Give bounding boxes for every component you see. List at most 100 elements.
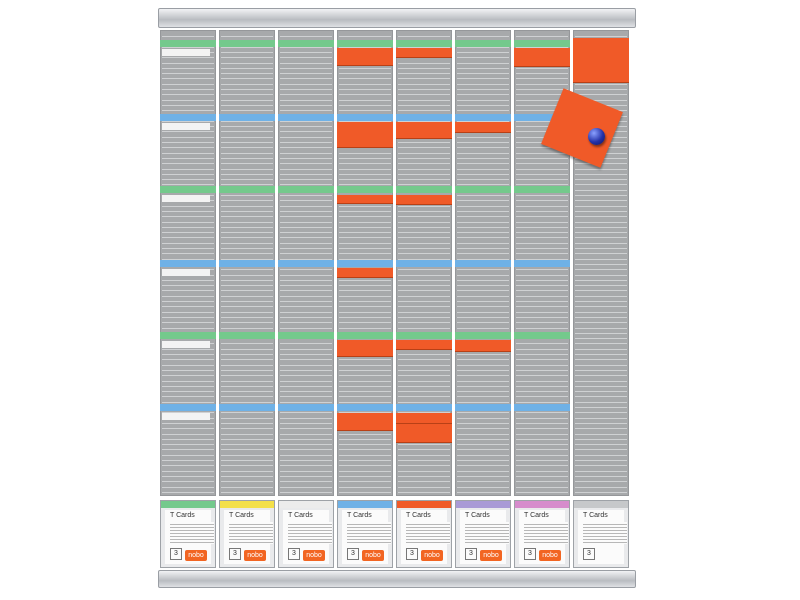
card-slot: [162, 94, 214, 96]
card-slot: [221, 481, 273, 483]
card-pocket[interactable]: T Cards 3 nobo: [160, 500, 216, 568]
t-card[interactable]: [337, 48, 393, 65]
card-slot: [280, 147, 332, 149]
t-card[interactable]: [337, 268, 393, 277]
card-slot: [162, 104, 214, 106]
card-slot: [280, 57, 332, 59]
card-column: [455, 30, 511, 496]
card-pocket[interactable]: T Cards 3 nobo: [455, 500, 511, 568]
card-slot: [280, 104, 332, 106]
card-slot: [516, 375, 568, 377]
t-card[interactable]: [573, 38, 629, 82]
t-card[interactable]: [337, 195, 393, 203]
header-tab: [337, 114, 393, 121]
card-slot: [280, 67, 332, 69]
header-tab: [219, 404, 275, 411]
card-slot: [280, 94, 332, 96]
header-tab: [455, 40, 511, 47]
t-card[interactable]: [514, 48, 570, 66]
card-slot: [280, 179, 332, 181]
card-slot: [162, 481, 214, 483]
card-pocket[interactable]: T Cards 3 nobo: [219, 500, 275, 568]
card-slot: [280, 168, 332, 170]
card-slot: [280, 295, 332, 297]
t-card[interactable]: [396, 195, 452, 204]
card-slot: [221, 475, 273, 477]
card-slot: [575, 311, 627, 313]
card-slot: [221, 422, 273, 424]
card-slot: [516, 412, 568, 414]
card-slot: [280, 306, 332, 308]
card-slot: [457, 168, 509, 170]
t-card[interactable]: [337, 134, 393, 147]
card-slot: [339, 89, 391, 90]
card-slot: [221, 396, 273, 398]
card-pocket[interactable]: T Cards 3: [573, 500, 629, 568]
header-tab: [337, 332, 393, 339]
card-slot: [280, 221, 332, 223]
t-card[interactable]: [396, 424, 452, 433]
card-slot: [162, 375, 214, 377]
card-slot: [162, 89, 214, 90]
card-slot: [575, 481, 627, 483]
card-slot: [339, 67, 391, 69]
card-slot: [339, 147, 391, 149]
t-card[interactable]: [396, 122, 452, 138]
t-card[interactable]: [337, 413, 393, 430]
card-slot: [280, 173, 332, 175]
card-slot: [162, 205, 214, 207]
card-slot: [280, 136, 332, 138]
card-slot: [575, 258, 627, 260]
card-slot: [457, 444, 509, 446]
card-slot: [575, 269, 627, 271]
header-tab: [160, 114, 216, 121]
t-card[interactable]: [455, 340, 511, 351]
header-tab: [219, 40, 275, 47]
card-slot: [457, 179, 509, 181]
t-card[interactable]: [337, 340, 393, 356]
pocket-title: T Cards: [465, 512, 490, 519]
card-pocket[interactable]: T Cards 3 nobo: [337, 500, 393, 568]
card-pocket[interactable]: T Cards 3 nobo: [278, 500, 334, 568]
card-slot: [575, 465, 627, 467]
card-slot: [339, 465, 391, 467]
card-slot: [398, 142, 450, 143]
t-card[interactable]: [396, 48, 452, 57]
card-slot: [339, 120, 391, 122]
card-slot: [516, 210, 568, 212]
card-slot: [162, 136, 214, 138]
card-slot: [221, 454, 273, 456]
card-slot: [575, 475, 627, 477]
card-slot: [339, 110, 391, 112]
t-card[interactable]: [337, 122, 393, 134]
card-slot: [575, 338, 627, 340]
label-tab: [162, 269, 210, 276]
card-slot: [398, 147, 450, 149]
card-slot: [162, 110, 214, 112]
card-slot: [457, 195, 509, 196]
card-pocket[interactable]: T Cards 3 nobo: [514, 500, 570, 568]
card-slot: [457, 242, 509, 244]
card-slot: [221, 152, 273, 154]
card-pocket[interactable]: T Cards 3 nobo: [396, 500, 452, 568]
card-slot: [162, 152, 214, 154]
t-card[interactable]: [396, 433, 452, 442]
magnet-icon[interactable]: [588, 128, 605, 145]
card-slot: [457, 110, 509, 112]
nobo-logo: nobo: [362, 550, 384, 561]
card-slot: [516, 301, 568, 302]
card-slot: [398, 99, 450, 101]
card-slot: [162, 369, 214, 371]
card-slot: [398, 89, 450, 90]
card-slot: [339, 295, 391, 297]
pocket-label: T Cards 3 nobo: [224, 510, 273, 564]
header-tab: [455, 404, 511, 411]
t-card[interactable]: [455, 122, 511, 132]
card-slot: [221, 348, 273, 350]
bottom-rail: [158, 570, 636, 588]
card-slot: [398, 306, 450, 308]
card-slot: [398, 216, 450, 218]
t-card[interactable]: [396, 413, 452, 423]
card-slot: [398, 311, 450, 313]
t-card[interactable]: [396, 340, 452, 349]
